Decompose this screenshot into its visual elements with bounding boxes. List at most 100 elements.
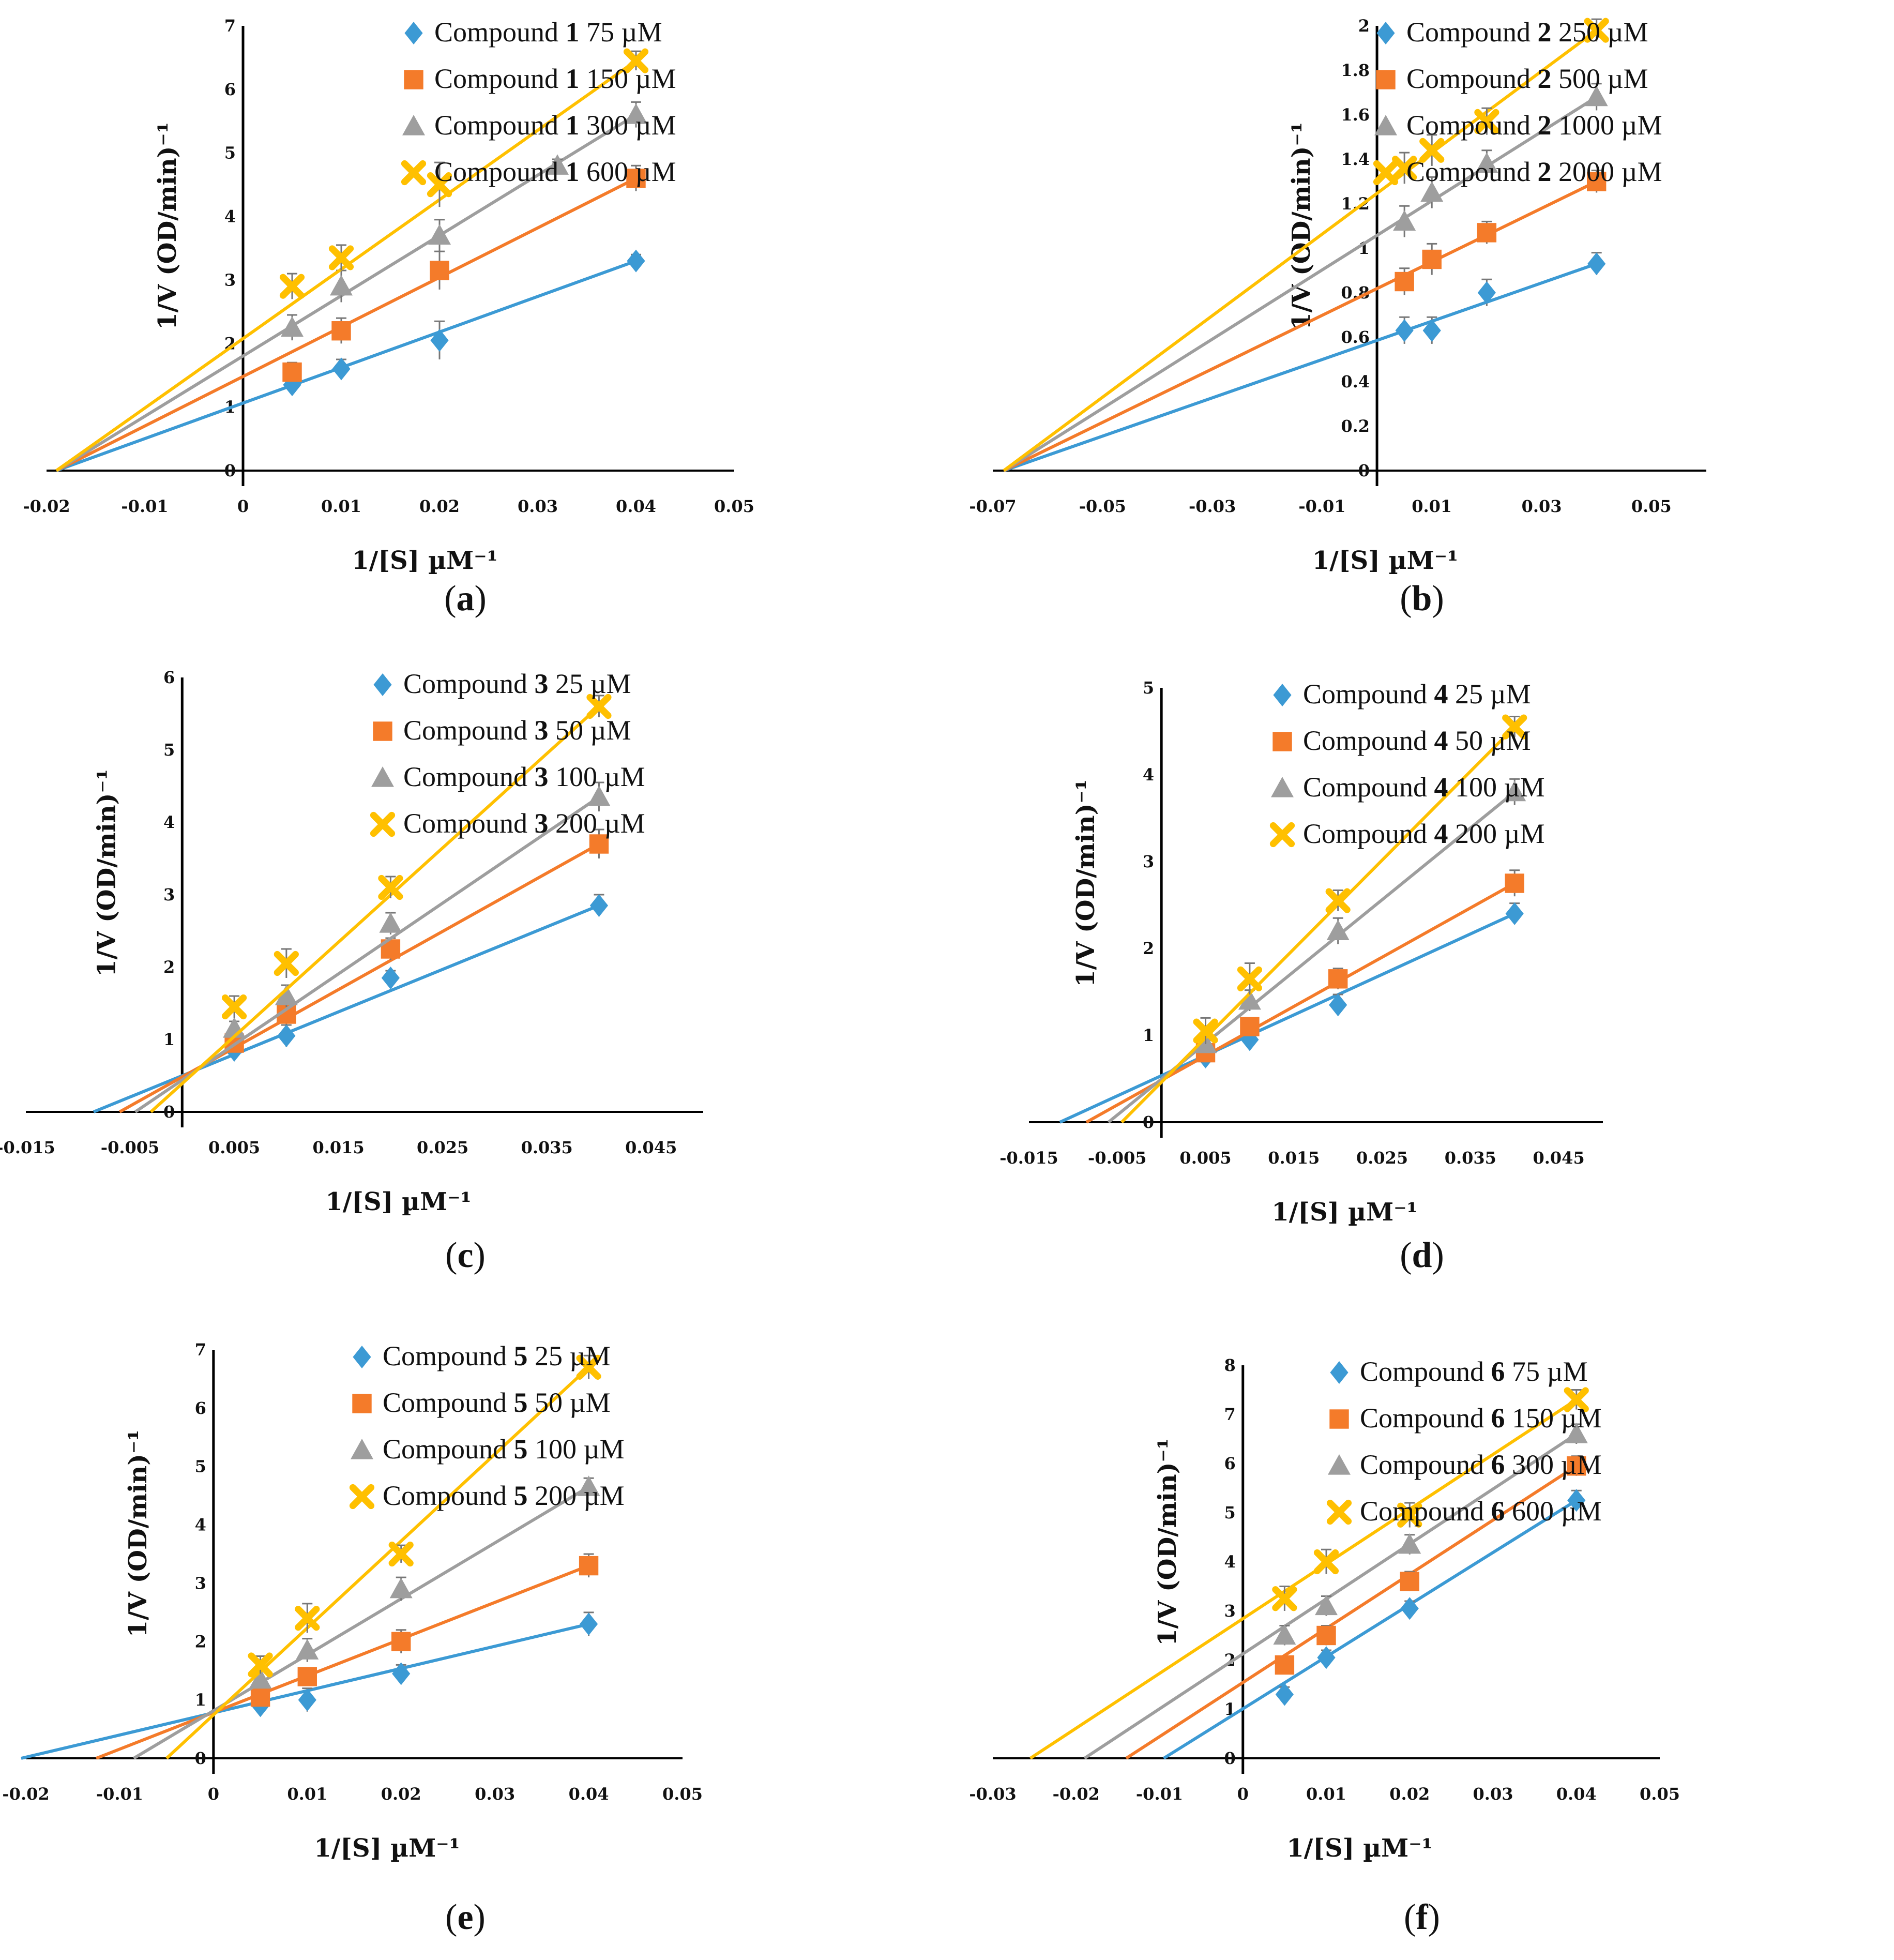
data-point (1273, 1624, 1296, 1645)
data-point (1398, 1533, 1421, 1554)
legend-marker (1271, 777, 1294, 797)
legend-label: Compound 6 600 µM (1360, 1496, 1602, 1527)
legend-marker (353, 1346, 371, 1368)
y-tick-label: 0 (1224, 1748, 1235, 1768)
legend-marker (351, 1439, 373, 1459)
y-tick-label: 1.4 (1341, 149, 1370, 169)
y-tick-label: 4 (195, 1515, 206, 1535)
legend-label: Compound 4 100 µM (1303, 772, 1545, 803)
y-tick-label: 0 (163, 1102, 175, 1122)
legend-marker (1329, 1409, 1348, 1428)
legend-marker (352, 1394, 371, 1413)
data-point (391, 1632, 411, 1651)
x-tick-label: 0.03 (518, 496, 558, 516)
legend-item: Compound 3 50 µM (373, 715, 631, 746)
y-axis-label: 1/V (OD/min)⁻¹ (153, 122, 182, 330)
legend-label: Compound 3 100 µM (403, 761, 645, 792)
legend-marker (1272, 732, 1292, 751)
data-point (428, 224, 451, 245)
y-tick-label: 4 (1224, 1552, 1235, 1572)
x-tick-label: -0.005 (101, 1138, 159, 1157)
y-tick-label: 3 (224, 270, 236, 290)
y-tick-label: 0 (195, 1748, 206, 1768)
legend-marker (404, 163, 422, 182)
x-axis-label: 1/[S] µM⁻¹ (325, 1187, 471, 1216)
x-tick-label: -0.01 (1298, 496, 1345, 516)
y-tick-label: 1 (1143, 1026, 1154, 1045)
legend-item: Compound 5 100 µM (351, 1434, 625, 1465)
y-tick-label: 3 (163, 885, 175, 904)
legend-marker (1330, 1361, 1348, 1384)
trendline (1060, 914, 1514, 1122)
y-tick-label: 7 (195, 1340, 206, 1360)
y-tick-label: 3 (1143, 852, 1154, 871)
legend-marker (373, 673, 391, 696)
legend-marker (404, 70, 423, 89)
series-x (1031, 1390, 1586, 1759)
legend-item: Compound 4 50 µM (1272, 725, 1531, 756)
legend-label: Compound 6 300 µM (1360, 1449, 1602, 1480)
legend-marker (373, 721, 392, 741)
x-tick-label: 0.005 (208, 1138, 260, 1157)
legend-marker (1273, 684, 1291, 706)
y-tick-label: 2 (1143, 939, 1154, 958)
y-tick-label: 0 (1358, 461, 1370, 480)
legend-marker (373, 815, 391, 833)
series-diamond (56, 250, 645, 471)
x-tick-label: 0.05 (714, 496, 754, 516)
panel-caption: (b) (1400, 579, 1444, 619)
legend-item: Compound 6 75 µM (1330, 1356, 1587, 1387)
y-tick-label: 8 (1224, 1355, 1235, 1375)
x-tick-label: 0.015 (1268, 1148, 1320, 1168)
figure-canvas: -0.02-0.0100.010.020.030.040.05012345671… (0, 0, 1894, 1960)
data-point (1316, 1626, 1336, 1645)
y-tick-label: 1.6 (1341, 105, 1370, 125)
panel-caption: (f) (1404, 1897, 1440, 1937)
legend-label: Compound 4 200 µM (1303, 818, 1545, 849)
series-diamond (1164, 1489, 1586, 1758)
x-tick-label: 0 (208, 1784, 219, 1804)
y-tick-label: 5 (1143, 678, 1154, 698)
data-point (1396, 319, 1414, 342)
legend-item: Compound 2 1000 µM (1374, 110, 1662, 141)
legend-item: Compound 5 200 µM (353, 1480, 624, 1511)
x-tick-label: 0.045 (1533, 1148, 1585, 1168)
legend-item: Compound 3 100 µM (371, 761, 645, 792)
y-axis-label: 1/V (OD/min)⁻¹ (1071, 779, 1100, 987)
y-tick-label: 1 (163, 1030, 175, 1049)
x-axis-label: 1/[S] µM⁻¹ (1312, 546, 1458, 575)
chart-panel-f: -0.03 -0.02 -0.01 0 0.01 0.02 0.03 0.04 0.050123… (969, 1355, 1680, 1937)
data-point (332, 357, 350, 380)
x-tick-label: 0.01 (287, 1784, 327, 1804)
legend-label: Compound 5 25 µM (383, 1340, 611, 1371)
y-tick-label: 5 (163, 740, 175, 760)
x-tick-label: -0.005 (1088, 1148, 1146, 1168)
data-point (331, 321, 351, 340)
y-axis-label: 1/V (OD/min)⁻¹ (92, 769, 121, 977)
x-tick-label: 0.04 (569, 1784, 609, 1804)
y-axis-label: 1/V (OD/min)⁻¹ (1287, 122, 1316, 330)
x-tick-label: 0.05 (662, 1784, 703, 1804)
y-tick-label: 4 (163, 812, 175, 832)
legend-item: Compound 4 100 µM (1271, 772, 1545, 803)
legend-item: Compound 3 25 µM (373, 668, 631, 699)
legend-item: Compound 3 200 µM (373, 808, 645, 839)
legend-item: Compound 6 150 µM (1329, 1403, 1601, 1434)
legend-item: Compound 2 2000 µM (1376, 156, 1662, 187)
legend-marker (1273, 825, 1291, 843)
y-tick-label: 7 (224, 16, 236, 36)
legend-label: Compound 6 150 µM (1360, 1403, 1602, 1434)
legend-marker (371, 766, 394, 787)
y-tick-label: 7 (1224, 1405, 1235, 1424)
x-tick-label: 0.05 (1640, 1784, 1680, 1804)
x-tick-label: 0.04 (1556, 1784, 1597, 1804)
chart-panel-a: -0.02-0.0100.010.020.030.040.05012345671… (23, 16, 754, 619)
x-axis-label: 1/[S] µM⁻¹ (1286, 1834, 1432, 1863)
x-tick-label: -0.05 (1079, 496, 1126, 516)
trendline (166, 1367, 588, 1758)
trendline (1004, 31, 1596, 471)
y-tick-label: 4 (224, 207, 236, 227)
legend-label: Compound 6 75 µM (1360, 1356, 1588, 1387)
legend-label: Compound 1 600 µM (434, 156, 676, 187)
series-x (151, 696, 608, 1112)
